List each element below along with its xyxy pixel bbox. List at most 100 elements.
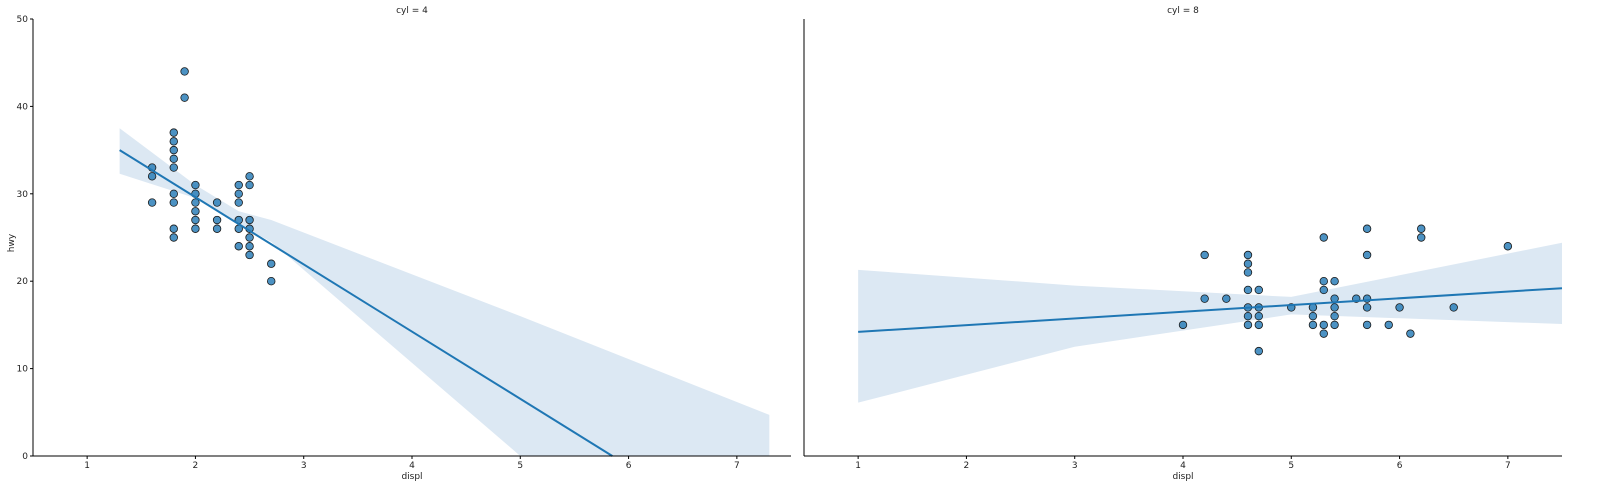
data-point (1319, 285, 1328, 295)
data-point (180, 93, 189, 102)
y-tick-label: 30 (17, 190, 29, 200)
regression-line (858, 287, 1563, 333)
data-point (1319, 329, 1328, 338)
y-tick-label: 0 (22, 452, 28, 462)
data-point (191, 215, 200, 225)
data-point (1243, 311, 1253, 321)
data-point (191, 198, 200, 207)
x-tick-label: 6 (626, 461, 632, 471)
x-tick-label: 7 (734, 461, 740, 471)
x-tick-label: 3 (1072, 461, 1078, 471)
x-axis-label: displ (401, 472, 422, 482)
data-point (147, 198, 157, 207)
panel-cyl-8: 1 2 3 4 5 6 7 displ cyl = 8 (803, 6, 1563, 482)
data-point (169, 154, 178, 164)
data-point (267, 259, 276, 268)
data-point (1319, 277, 1328, 286)
regression-line (119, 149, 613, 457)
data-point (169, 189, 178, 198)
data-point (1362, 303, 1372, 312)
data-point (169, 163, 178, 172)
x-tick-label: 5 (517, 461, 523, 471)
data-point (1178, 320, 1188, 330)
data-point (1222, 294, 1231, 303)
data-point (191, 207, 200, 216)
data-point (1254, 285, 1263, 295)
data-point (169, 224, 178, 233)
data-point (191, 224, 200, 233)
x-tick-label: 1 (855, 461, 861, 471)
y-tick-label: 10 (17, 365, 29, 375)
data-point (245, 233, 254, 242)
x-axis-label: displ (1172, 472, 1193, 482)
data-point (212, 215, 222, 225)
x-tick-label: 4 (1180, 461, 1186, 471)
data-point (1254, 320, 1263, 330)
x-tick-label: 7 (1505, 461, 1511, 471)
data-point (1254, 311, 1263, 321)
data-point (212, 224, 222, 233)
data-point (245, 242, 254, 251)
y-axis-label: hwy (7, 233, 17, 252)
data-point (1254, 346, 1263, 356)
data-point (267, 277, 276, 286)
data-point (1330, 311, 1339, 321)
confidence-band (858, 242, 1562, 403)
x-tick-label: 2 (964, 461, 970, 471)
x-tick-label: 5 (1288, 461, 1294, 471)
data-point (1319, 320, 1328, 330)
x-tick-label: 6 (1397, 461, 1403, 471)
data-point (147, 172, 157, 181)
data-point (1449, 303, 1458, 312)
data-point (1243, 259, 1253, 268)
data-point (1417, 224, 1426, 233)
panel-title: cyl = 8 (1167, 6, 1199, 16)
y-tick-label: 40 (17, 102, 29, 112)
data-point (191, 180, 200, 190)
data-point (234, 189, 243, 198)
data-point (1362, 320, 1372, 330)
data-point (1200, 250, 1209, 260)
data-point (169, 145, 178, 155)
data-point (169, 128, 178, 137)
data-point (1243, 268, 1253, 277)
data-point (234, 198, 243, 207)
data-point (1330, 277, 1339, 286)
data-point (1308, 311, 1318, 321)
data-point (169, 137, 178, 146)
panel-title: cyl = 4 (396, 6, 428, 16)
data-point (1362, 224, 1372, 233)
y-tick-label: 20 (17, 277, 29, 287)
data-point (1243, 285, 1253, 295)
data-point (234, 180, 243, 190)
data-point (169, 198, 178, 207)
data-point (245, 215, 254, 225)
x-tick-label: 3 (301, 461, 307, 471)
x-tick-label: 2 (193, 461, 199, 471)
data-point (1362, 250, 1372, 260)
data-point (1503, 242, 1513, 251)
data-point (1384, 320, 1393, 330)
panel-cyl-4: 1 2 3 4 5 6 7 0 10 20 30 40 50 displ cyl = 4 (17, 6, 791, 482)
data-point (1308, 320, 1318, 330)
data-point (1417, 233, 1426, 242)
data-point (245, 250, 254, 260)
data-point (1200, 294, 1209, 303)
data-point (1243, 250, 1253, 260)
data-point (180, 67, 189, 76)
data-point (169, 233, 178, 242)
data-point (1330, 303, 1339, 312)
data-point (1395, 303, 1404, 312)
data-point (1319, 233, 1328, 242)
data-point (1330, 320, 1339, 330)
data-point (1406, 329, 1415, 338)
x-tick-label: 1 (84, 461, 90, 471)
data-point (234, 242, 243, 251)
y-tick-label: 50 (17, 15, 29, 25)
data-point (1243, 320, 1253, 330)
data-point (212, 198, 222, 207)
confidence-band (119, 128, 770, 456)
data-point (245, 180, 254, 190)
data-point (245, 172, 254, 181)
